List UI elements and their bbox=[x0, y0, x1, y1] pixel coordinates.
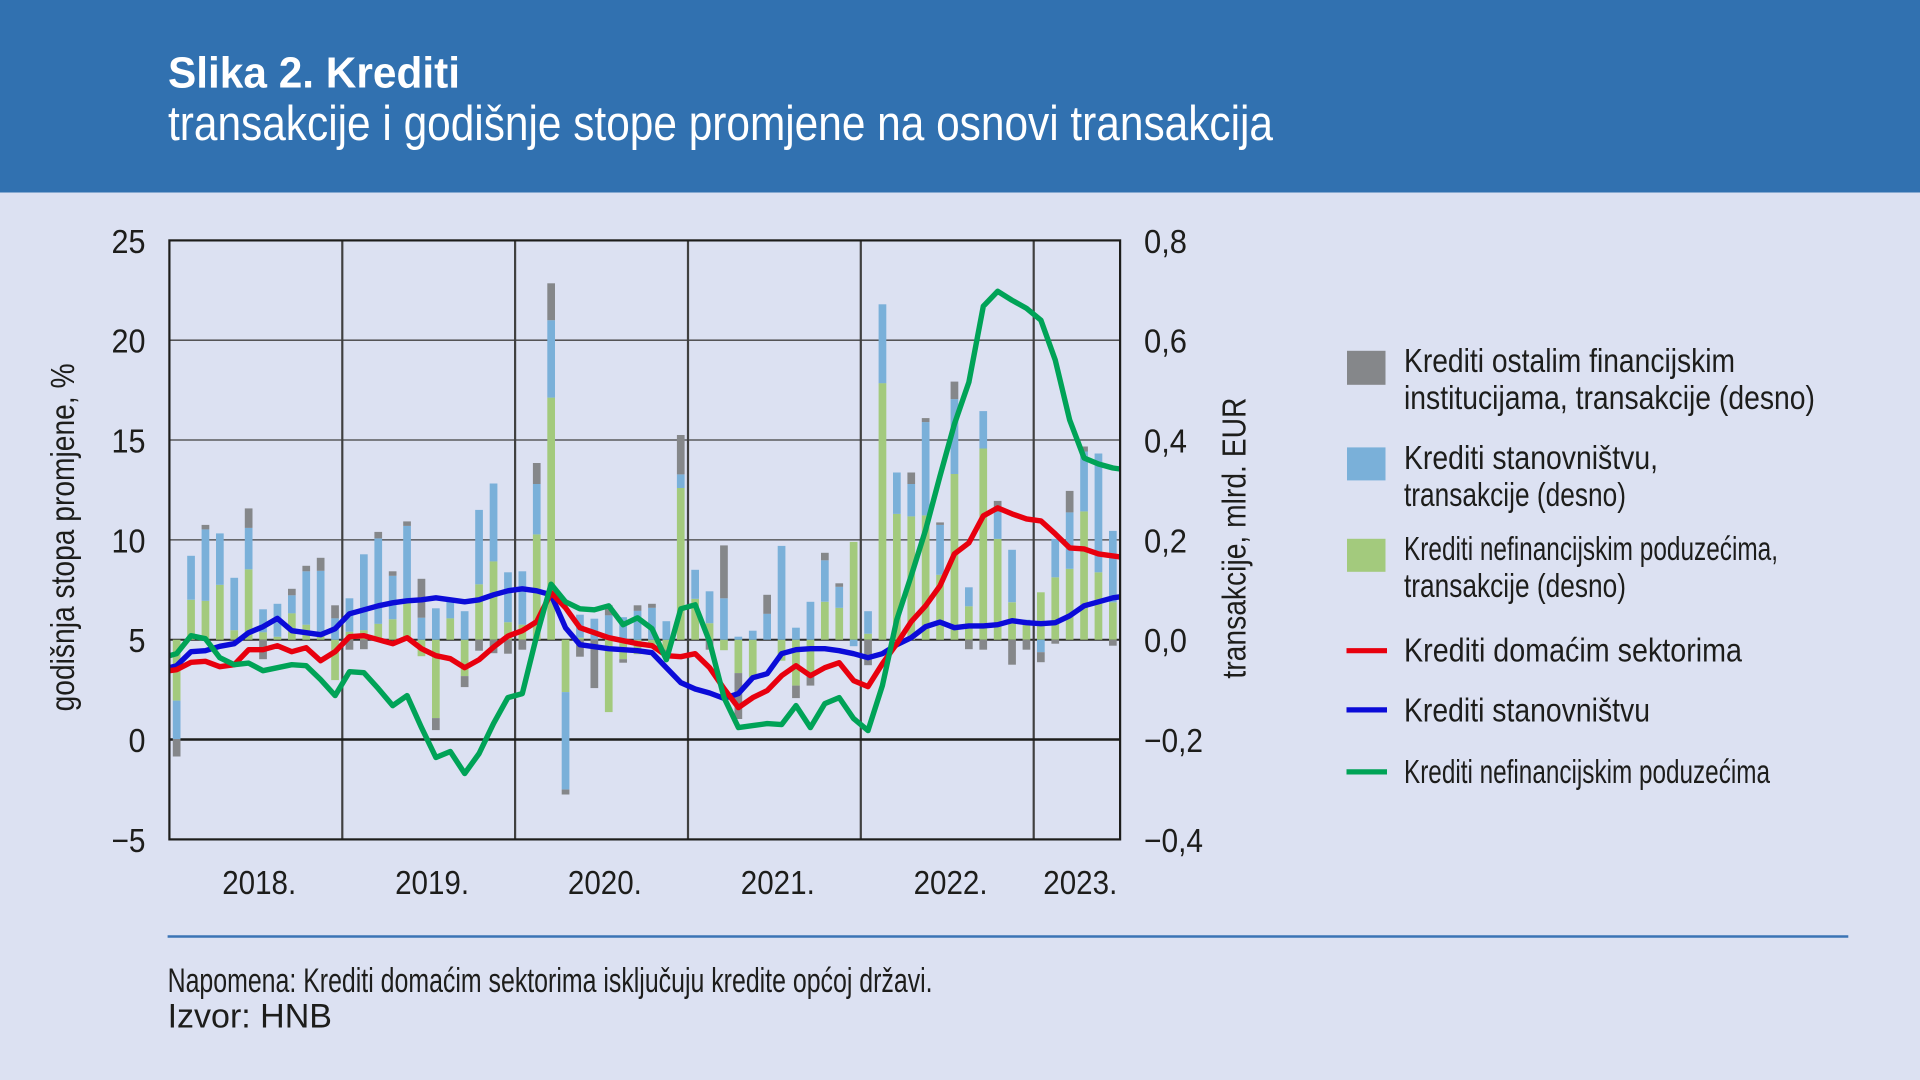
svg-text:2021.: 2021. bbox=[741, 865, 815, 902]
svg-text:2022.: 2022. bbox=[914, 865, 988, 902]
svg-text:transakcije, mlrd. EUR: transakcije, mlrd. EUR bbox=[1217, 398, 1254, 679]
svg-text:−5: −5 bbox=[112, 823, 146, 860]
svg-text:0: 0 bbox=[129, 723, 146, 760]
svg-text:transakcije (desno): transakcije (desno) bbox=[1404, 568, 1626, 605]
svg-text:0,8: 0,8 bbox=[1144, 224, 1187, 261]
svg-text:Krediti nefinancijskim poduzeć: Krediti nefinancijskim poduzećima, bbox=[1404, 531, 1778, 568]
svg-text:0,2: 0,2 bbox=[1144, 523, 1187, 560]
svg-text:10: 10 bbox=[112, 523, 146, 560]
svg-text:transakcije (desno): transakcije (desno) bbox=[1404, 477, 1626, 514]
svg-text:−0,4: −0,4 bbox=[1144, 823, 1203, 860]
svg-text:godišnja stopa promjene, %: godišnja stopa promjene, % bbox=[45, 363, 82, 711]
svg-text:0,4: 0,4 bbox=[1144, 424, 1187, 461]
svg-text:2020.: 2020. bbox=[568, 865, 642, 902]
svg-text:Krediti ostalim financijskim: Krediti ostalim financijskim bbox=[1404, 343, 1735, 380]
svg-text:2018.: 2018. bbox=[222, 865, 296, 902]
svg-text:15: 15 bbox=[112, 424, 146, 461]
svg-text:0,6: 0,6 bbox=[1144, 324, 1187, 361]
svg-text:Napomena: Krediti domaćim sekt: Napomena: Krediti domaćim sektorima iskl… bbox=[168, 962, 933, 1000]
svg-text:transakcije i godišnje stope p: transakcije i godišnje stope promjene na… bbox=[168, 97, 1274, 151]
svg-text:Izvor: HNB: Izvor: HNB bbox=[168, 998, 332, 1036]
svg-text:2019.: 2019. bbox=[395, 865, 469, 902]
svg-text:25: 25 bbox=[112, 224, 146, 261]
svg-text:0,0: 0,0 bbox=[1144, 623, 1187, 660]
svg-text:Slika 2. Krediti: Slika 2. Krediti bbox=[168, 49, 460, 98]
svg-text:−0,2: −0,2 bbox=[1144, 723, 1203, 760]
svg-text:5: 5 bbox=[129, 623, 146, 660]
svg-text:Krediti stanovništvu,: Krediti stanovništvu, bbox=[1404, 440, 1658, 477]
svg-text:2023.: 2023. bbox=[1043, 865, 1117, 902]
svg-text:Krediti domaćim sektorima: Krediti domaćim sektorima bbox=[1404, 633, 1742, 670]
svg-text:20: 20 bbox=[112, 324, 146, 361]
svg-text:Krediti nefinancijskim poduzeć: Krediti nefinancijskim poduzećima bbox=[1404, 754, 1770, 791]
svg-text:Krediti stanovništvu: Krediti stanovništvu bbox=[1404, 692, 1650, 729]
svg-text:institucijama, transakcije (de: institucijama, transakcije (desno) bbox=[1404, 380, 1815, 417]
